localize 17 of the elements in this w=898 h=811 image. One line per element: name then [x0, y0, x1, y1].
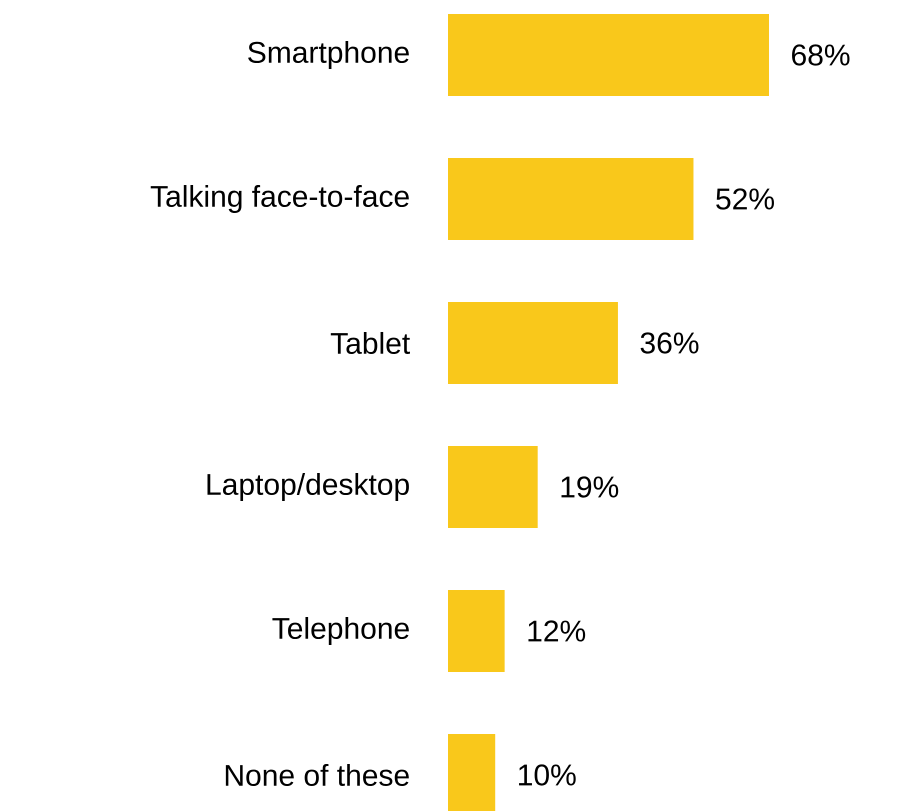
bar [448, 158, 694, 240]
data-label: 10% [519, 764, 576, 786]
bar [448, 302, 618, 384]
y-tick-label: Tablet [330, 332, 410, 354]
bar [448, 14, 769, 96]
data-label: 12% [528, 620, 586, 642]
data-label: 52% [716, 188, 774, 210]
bar [448, 590, 505, 672]
y-tick-label: Talking face-to-face [150, 185, 409, 213]
data-label: 19% [562, 476, 618, 498]
y-tick-label: None of these [226, 764, 409, 786]
y-tick-label: Laptop/desktop [207, 473, 409, 501]
y-tick-label: Smartphone [248, 41, 409, 69]
data-label: 36% [640, 332, 698, 354]
y-tick-label: Telephone [272, 617, 409, 645]
bar [448, 446, 538, 528]
data-label: 68% [792, 44, 850, 66]
